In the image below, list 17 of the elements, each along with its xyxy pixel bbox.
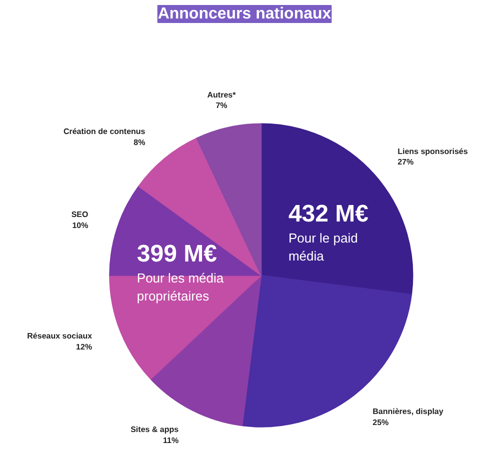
text: 432 M€ Pour le paid média xyxy=(288,200,369,264)
data-label: 27% xyxy=(398,158,414,167)
text: 399 M€ Pour les média propriétaires xyxy=(136,240,224,304)
data-label: 7% xyxy=(216,101,228,110)
slice-label: Sites & apps xyxy=(130,425,180,434)
slice-label: Liens sponsorisés xyxy=(398,146,468,156)
slice-label: Autres* xyxy=(207,90,237,100)
data-label: 12% xyxy=(76,342,92,352)
slice-label: Réseaux sociaux xyxy=(27,331,93,340)
slice-label: Bannières, display xyxy=(372,407,444,416)
data-label: 25% xyxy=(372,418,389,427)
data-label: 10% xyxy=(72,220,88,230)
slice-label: Création de contenus xyxy=(63,127,146,136)
data-label: 11% xyxy=(163,436,179,446)
slice-label: SEO xyxy=(71,210,88,220)
data-label: 8% xyxy=(134,138,146,148)
chart-title: Annonceurs nationaux xyxy=(158,6,332,22)
